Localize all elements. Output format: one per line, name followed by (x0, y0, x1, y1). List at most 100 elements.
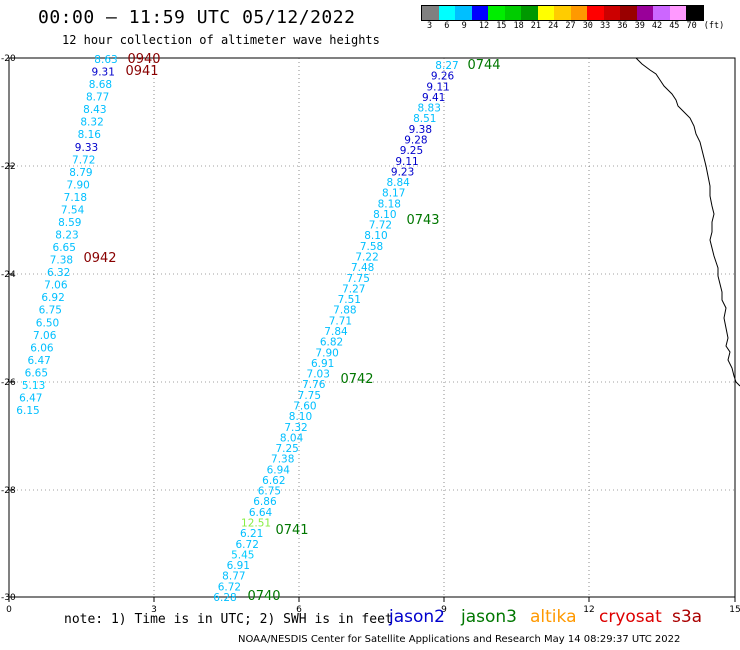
scale-label: 42 (651, 21, 663, 31)
scale-swatch (587, 6, 604, 20)
swh-label: 7.90 (315, 347, 338, 359)
swh-label: 8.83 (418, 103, 441, 115)
coastline (635, 57, 740, 387)
swh-label: 7.54 (61, 204, 85, 216)
swh-label: 6.72 (218, 581, 241, 593)
scale-swatch (438, 6, 455, 20)
scale-swatch (488, 6, 505, 20)
swh-label: 6.47 (27, 355, 50, 367)
swh-label: 6.28 (213, 592, 236, 604)
x-tick-label: 0 (6, 605, 12, 615)
scale-swatch (554, 6, 571, 20)
scale-swatch (669, 6, 686, 20)
scale-swatch (537, 6, 554, 20)
swh-label: 6.47 (19, 392, 42, 404)
scale-label: 36 (617, 21, 628, 31)
scale-label: 39 (634, 21, 645, 31)
swh-label: 12.51 (241, 518, 271, 530)
x-tick-label: 12 (583, 605, 594, 615)
legend-cryosat: cryosat (599, 607, 662, 627)
map-grid (8, 57, 736, 598)
color-scale-labels: 3 6 9 12 15 18 21 24 27 30 33 36 39 42 45 70 (ft) (421, 21, 740, 33)
swh-label: 6.65 (25, 367, 48, 379)
scale-label: 30 (582, 21, 593, 31)
swh-label: 6.94 (267, 464, 291, 476)
scale-label: 27 (565, 21, 576, 31)
swh-label: 9.11 (426, 81, 449, 93)
track-east: 8.279.269.119.418.838.519.389.289.259.11… (213, 60, 458, 604)
swh-label: 8.77 (86, 92, 109, 104)
scale-label: 9 (461, 21, 467, 31)
swh-label: 8.16 (78, 129, 102, 141)
swh-label: 7.76 (302, 379, 326, 391)
swh-label: 8.77 (222, 571, 245, 583)
swh-label: 8.18 (378, 198, 401, 210)
chart-subtitle: 12 hour collection of altimeter wave hei… (62, 33, 380, 47)
swh-label: 6.91 (311, 358, 334, 370)
swh-label: 7.22 (355, 252, 378, 264)
swh-label: 7.88 (333, 305, 356, 317)
swh-label: 7.18 (64, 192, 87, 204)
y-tick-label: -22 (1, 162, 16, 172)
swh-label: 8.43 (83, 104, 106, 116)
swh-label: 7.48 (351, 262, 374, 274)
swh-label: 7.27 (342, 283, 365, 295)
scale-label: (ft) (703, 21, 725, 31)
scale-swatch (471, 6, 488, 20)
scale-label: 15 (496, 21, 507, 31)
pass-label: 0744 (467, 58, 500, 73)
pass-label: 0741 (275, 523, 308, 538)
swh-label: 6.82 (320, 337, 343, 349)
swh-label: 5.13 (22, 380, 45, 392)
swh-label: 6.62 (262, 475, 285, 487)
swh-label: 7.06 (33, 330, 57, 342)
legend-jason2: jason2 (389, 607, 445, 627)
pass-label: 0742 (340, 372, 373, 387)
y-tick-label: -26 (1, 378, 16, 388)
swh-label: 6.15 (16, 405, 39, 417)
scale-swatch (620, 6, 637, 20)
x-tick-label: 9 (441, 605, 447, 615)
swh-label: 6.65 (53, 242, 76, 254)
swh-label: 7.75 (347, 273, 370, 285)
swh-label: 7.72 (369, 220, 392, 232)
swh-label: 7.75 (298, 390, 321, 402)
scale-label: 70 (686, 21, 697, 31)
scale-swatch (570, 6, 587, 20)
swh-label: 6.91 (227, 560, 250, 572)
axis-tick-labels: 0 3 6 9 12 15 -20 -22 -24 -26 -28 -30 (1, 54, 740, 615)
pass-label: 0942 (83, 251, 116, 266)
swh-label: 8.51 (413, 113, 436, 125)
swh-label: 8.59 (58, 217, 81, 229)
scale-swatch (422, 6, 439, 20)
swh-label: 8.10 (373, 209, 396, 221)
swh-label: 6.75 (258, 486, 281, 498)
pass-label: 0941 (125, 64, 158, 79)
swh-label: 9.31 (92, 67, 115, 79)
swh-label: 6.64 (249, 507, 273, 519)
x-tick-label: 6 (296, 605, 302, 615)
chart-title: 00:00 – 11:59 UTC 05/12/2022 (38, 7, 356, 28)
scale-label: 3 (427, 21, 433, 31)
swh-label: 7.51 (338, 294, 361, 306)
swh-label: 7.72 (72, 154, 95, 166)
swh-label: 6.50 (36, 317, 59, 329)
swh-label: 8.79 (69, 167, 92, 179)
swh-label: 8.10 (289, 411, 312, 423)
pass-label: 0940 (127, 52, 160, 67)
swh-label: 7.38 (50, 255, 73, 267)
swh-label: 9.33 (75, 142, 98, 154)
swh-label: 9.28 (404, 134, 427, 146)
swh-label: 8.10 (364, 230, 387, 242)
legend-s3a: s3a (672, 607, 703, 627)
swh-label: 6.75 (39, 305, 62, 317)
scale-swatch (653, 6, 670, 20)
track-west: 8.639.318.688.778.438.328.169.337.728.79… (16, 54, 117, 417)
swh-label: 7.03 (307, 369, 330, 381)
swh-label: 8.63 (94, 54, 117, 66)
legend-altika: altika (530, 607, 577, 627)
swh-label: 6.06 (30, 342, 54, 354)
scale-label: 12 (478, 21, 490, 31)
